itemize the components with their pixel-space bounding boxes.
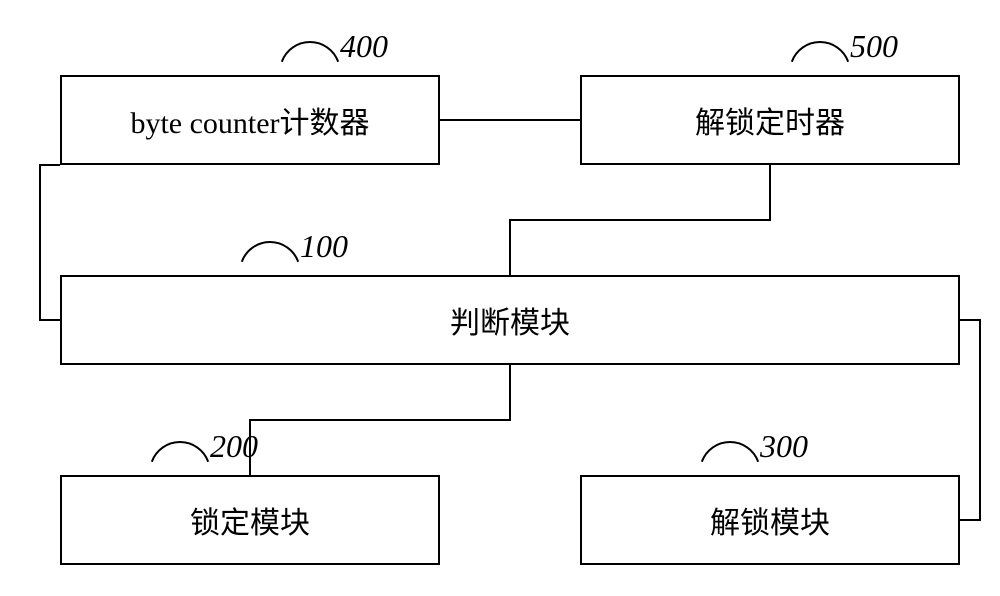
node-label: byte counter计数器 [130, 98, 369, 142]
node-unlock-timer: 解锁定时器 [580, 75, 960, 165]
leader-arc [242, 242, 298, 262]
leader-arc [702, 442, 758, 462]
node-byte-counter: byte counter计数器 [60, 75, 440, 165]
node-label: 锁定模块 [190, 498, 310, 542]
node-lock-module: 锁定模块 [60, 475, 440, 565]
edge [960, 320, 980, 520]
leader-arc [152, 442, 208, 462]
ref-label-200: 200 [210, 428, 258, 465]
ref-label-400: 400 [340, 28, 388, 65]
node-label: 解锁定时器 [695, 98, 845, 142]
node-label: 判断模块 [450, 298, 570, 342]
edge [250, 365, 510, 475]
edge [510, 165, 770, 275]
ref-label-100: 100 [300, 228, 348, 265]
node-label: 解锁模块 [710, 498, 830, 542]
edge [40, 165, 60, 320]
ref-label-300: 300 [760, 428, 808, 465]
diagram-canvas: byte counter计数器 解锁定时器 判断模块 锁定模块 解锁模块 400… [0, 0, 1000, 596]
ref-label-500: 500 [850, 28, 898, 65]
node-judgment-module: 判断模块 [60, 275, 960, 365]
leader-arc [282, 42, 338, 62]
leader-arc [792, 42, 848, 62]
node-unlock-module: 解锁模块 [580, 475, 960, 565]
